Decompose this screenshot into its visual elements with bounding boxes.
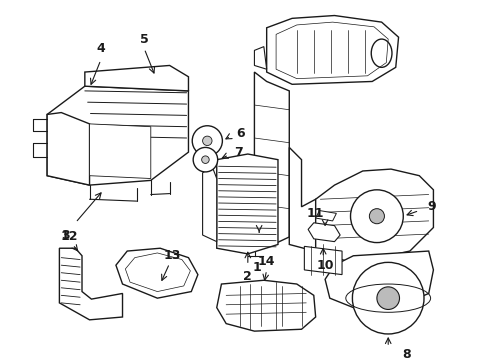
- Text: 4: 4: [97, 42, 105, 55]
- Polygon shape: [316, 169, 434, 263]
- Circle shape: [202, 156, 209, 163]
- Polygon shape: [304, 246, 342, 275]
- Text: 3: 3: [62, 229, 70, 242]
- Text: 13: 13: [164, 249, 181, 262]
- Polygon shape: [217, 154, 278, 254]
- Polygon shape: [59, 248, 122, 320]
- Circle shape: [350, 190, 403, 243]
- Text: 10: 10: [317, 259, 334, 272]
- Polygon shape: [47, 86, 189, 185]
- Circle shape: [202, 136, 212, 145]
- Text: 5: 5: [140, 32, 148, 46]
- Circle shape: [192, 126, 222, 156]
- Circle shape: [193, 148, 218, 172]
- Polygon shape: [276, 22, 388, 78]
- Text: 12: 12: [60, 230, 77, 243]
- Polygon shape: [85, 66, 189, 91]
- Polygon shape: [116, 248, 198, 298]
- Text: 7: 7: [234, 146, 243, 159]
- Polygon shape: [316, 211, 337, 221]
- Polygon shape: [125, 253, 190, 292]
- Polygon shape: [90, 124, 151, 179]
- Text: 14: 14: [258, 255, 275, 268]
- Text: 11: 11: [307, 207, 324, 220]
- Polygon shape: [289, 148, 361, 254]
- Polygon shape: [254, 46, 267, 69]
- Polygon shape: [308, 223, 340, 242]
- Polygon shape: [267, 15, 398, 84]
- Polygon shape: [254, 72, 289, 244]
- Polygon shape: [217, 280, 316, 331]
- Polygon shape: [47, 113, 90, 185]
- Text: 8: 8: [403, 348, 412, 360]
- Text: 6: 6: [236, 127, 245, 140]
- Text: 1: 1: [253, 261, 262, 274]
- Circle shape: [377, 287, 399, 310]
- Circle shape: [352, 262, 424, 334]
- Polygon shape: [202, 166, 217, 242]
- Polygon shape: [325, 251, 434, 307]
- Text: 9: 9: [427, 200, 436, 213]
- Circle shape: [369, 209, 385, 224]
- Text: 2: 2: [244, 270, 252, 283]
